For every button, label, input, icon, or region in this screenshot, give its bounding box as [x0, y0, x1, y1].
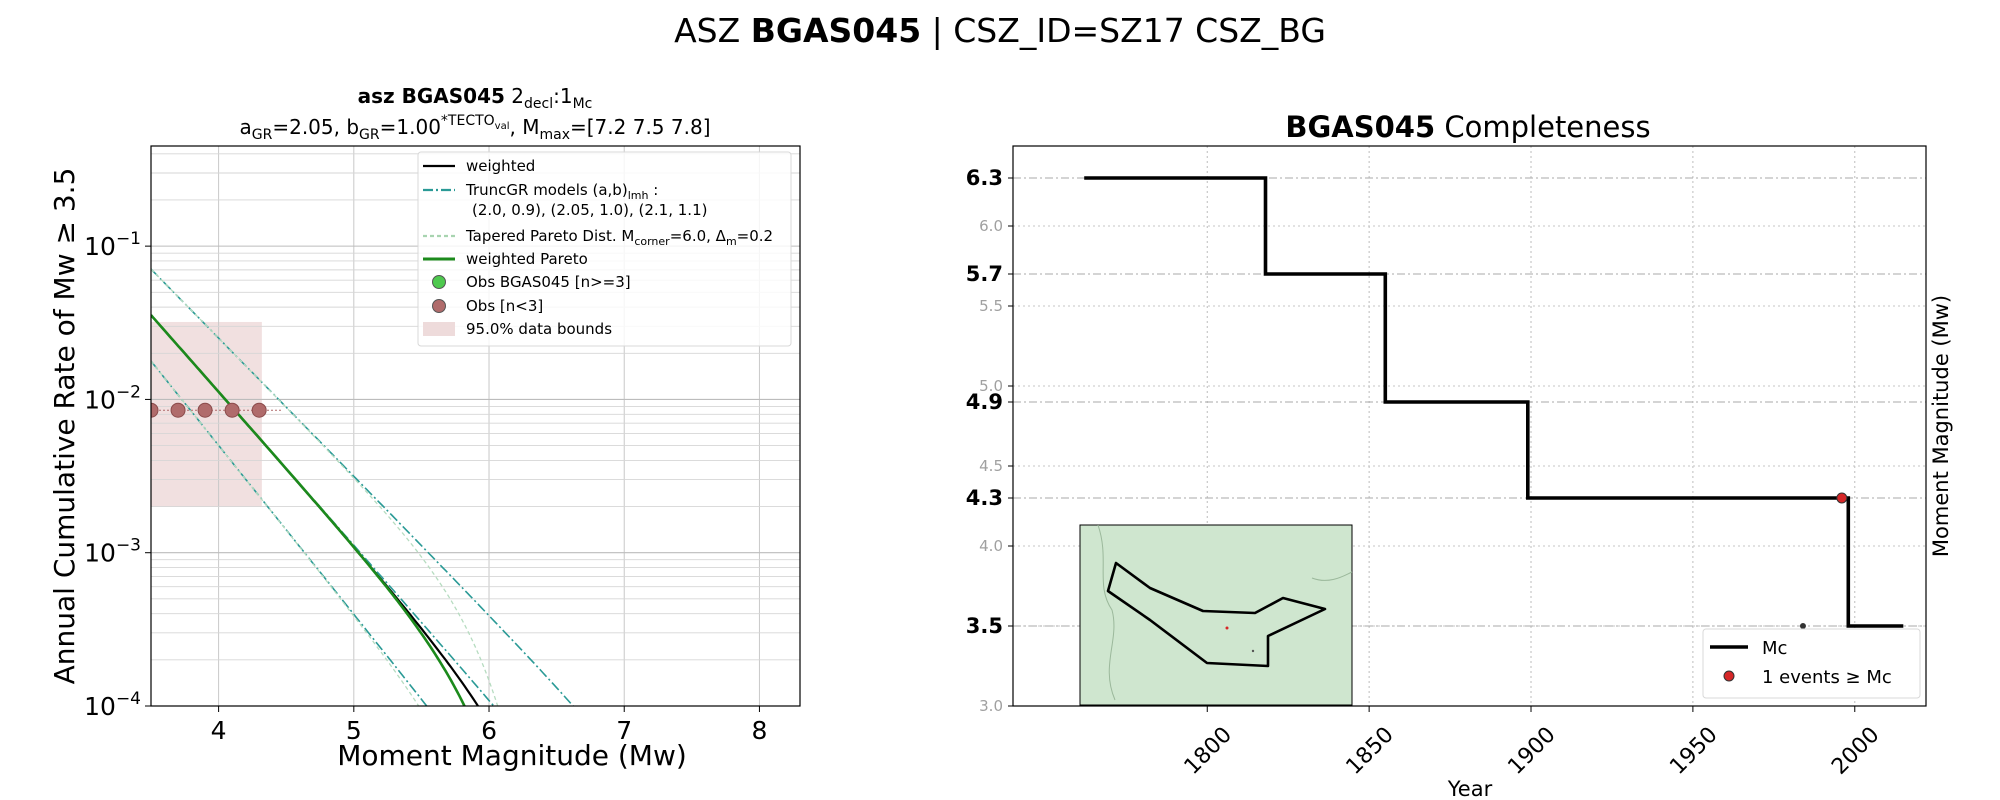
inset-map-background [1079, 524, 1353, 706]
gr-x-axis-label: Moment Magnitude (Mw) [337, 739, 687, 772]
observation-point [197, 402, 213, 418]
event-point [1799, 623, 1806, 629]
y-tick-label: 6.0 [979, 217, 1003, 235]
x-tick-label: 2000 [1827, 722, 1884, 779]
mc-step-line [1084, 176, 1904, 628]
model-curve [151, 360, 420, 706]
legend-label: 1 events ≥ Mc [1762, 667, 1892, 688]
mc-step-path [1084, 176, 1904, 628]
x-tick-label: 8 [751, 716, 767, 745]
legend-label: Tapered Pareto Dist. Mcorner=6.0, Δm=0.2 [465, 227, 773, 248]
inset-map-border [1311, 571, 1353, 581]
inset-map [1079, 524, 1353, 706]
inset-map-event [1251, 649, 1255, 653]
legend-label: weighted [466, 157, 535, 175]
legend-label: weighted Pareto [466, 250, 588, 268]
legend-label: Obs [n<3] [466, 297, 543, 315]
legend-box [417, 151, 792, 347]
observation-point [224, 402, 240, 418]
legend-label: Obs BGAS045 [n>=3] [466, 273, 631, 291]
completeness-chart-title: BGAS045 Completeness [1285, 110, 1650, 144]
x-tick-label: 1900 [1503, 722, 1560, 779]
x-tick-label: 1950 [1665, 722, 1722, 779]
mc-level-label: 3.5 [966, 614, 1003, 638]
observation-point [170, 402, 186, 418]
y-tick-label: 10−4 [84, 689, 141, 721]
gr-rate-chart: asz BGAS045 2decl:1Mc aGR=2.05, bGR=1.00… [48, 84, 801, 772]
x-tick-label: 7 [616, 716, 632, 745]
completeness-y-axis-label: Moment Magnitude (Mw) [1929, 295, 1953, 557]
x-tick-label: 5 [346, 716, 362, 745]
completeness-chart: BGAS045 Completeness 1800 1850 1900 1950 200… [966, 110, 1953, 800]
inset-map-zone-polygon [1106, 561, 1327, 668]
event-point [1836, 492, 1848, 504]
legend-swatch-marker [1723, 670, 1735, 682]
x-tick-label: 1800 [1180, 722, 1237, 779]
mc-level-label: 6.3 [966, 166, 1003, 190]
inset-map-coastline [1097, 524, 1116, 701]
gr-chart-subtitle: aGR=2.05, bGR=1.00*TECTOval, Mmax=[7.2 7… [240, 113, 711, 143]
legend-label: 95.0% data bounds [466, 320, 612, 338]
gr-chart-title: asz BGAS045 2decl:1Mc [358, 84, 593, 112]
legend-swatch-patch [423, 322, 455, 336]
model-curve [151, 268, 575, 706]
completeness-grid [1013, 146, 1926, 707]
legend-swatch-marker [432, 299, 446, 313]
mc-level-label: 4.3 [966, 486, 1003, 510]
model-curve [151, 314, 495, 706]
y-tick-label: 4.0 [979, 537, 1003, 555]
x-tick-label: 1850 [1342, 722, 1399, 779]
y-tick-label: 4.5 [979, 457, 1003, 475]
observations [151, 402, 282, 418]
legend-label-2: (2.0, 0.9), (2.05, 1.0), (2.1, 1.1) [472, 201, 707, 219]
gr-legend: weighted TruncGR models (a,b)lmh :(2.0, 0… [417, 151, 792, 347]
series-line-weighted-pareto [151, 314, 466, 706]
y-tick-label: 5.0 [979, 377, 1003, 395]
y-tick-label: 3.0 [979, 697, 1003, 715]
legend-label: Mc [1762, 638, 1787, 659]
mc-level-label: 4.9 [966, 390, 1003, 414]
events [1799, 492, 1848, 629]
y-tick-label: 10−1 [84, 229, 141, 261]
legend-label: TruncGR models (a,b)lmh : [465, 181, 658, 202]
y-tick-label: 5.5 [979, 297, 1003, 315]
gr-curves [151, 268, 575, 706]
completeness-legend: Mc 1 events ≥ Mc [1702, 628, 1921, 699]
mc-level-label: 5.7 [966, 262, 1003, 286]
y-tick-label: 10−3 [84, 536, 141, 568]
legend-box [1702, 628, 1921, 699]
legend-swatch-marker [432, 275, 446, 289]
observation-point [151, 402, 159, 418]
y-tick-label: 10−2 [84, 382, 141, 414]
completeness-x-axis-label: Year [1447, 777, 1493, 800]
gr-axis-ticks: 4 5 6 7 8 10−1 10−2 10−3 10−4 [84, 229, 767, 745]
gr-plot-frame [150, 145, 801, 707]
figure-title: ASZ BGAS045 | CSZ_ID=SZ17 CSZ_BG [674, 11, 1326, 50]
model-curve [151, 268, 499, 706]
x-tick-label: 4 [211, 716, 227, 745]
completeness-plot-frame [1012, 145, 1927, 707]
x-tick-label: 6 [481, 716, 497, 745]
gr-y-axis-label: Annual Cumulative Rate of Mw ≥ 3.5 [48, 168, 81, 685]
inset-map-event [1225, 626, 1229, 630]
observation-point [251, 402, 267, 418]
